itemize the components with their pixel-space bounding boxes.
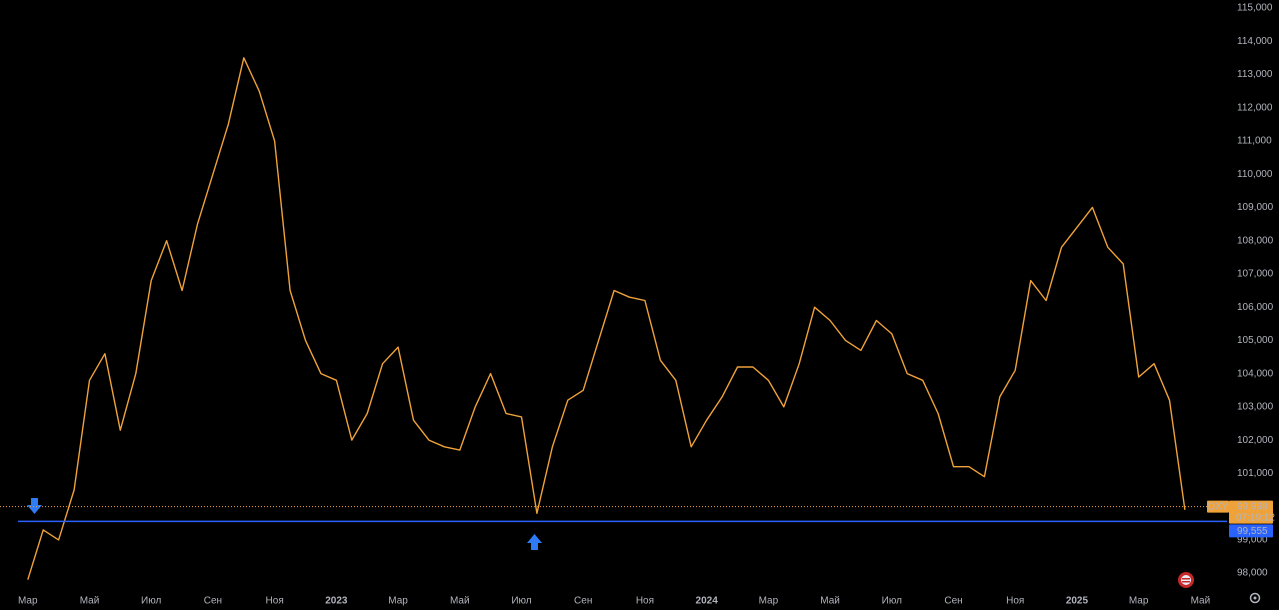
last-price-label: 99,998	[1237, 501, 1268, 512]
arrow-down	[27, 498, 42, 514]
y-tick-label: 114,000	[1237, 36, 1273, 47]
price-tag	[1229, 500, 1273, 524]
y-tick-label: 99,000	[1237, 534, 1268, 545]
x-tick-label: Июл	[141, 596, 161, 607]
x-tick-label: Мар	[18, 596, 38, 607]
y-tick-label: 102,000	[1237, 435, 1274, 446]
y-tick-label: 107,000	[1237, 269, 1274, 280]
x-tick-label: Ноя	[266, 596, 284, 607]
x-tick-label: Сен	[944, 596, 962, 607]
x-tick-label: Сен	[574, 596, 592, 607]
y-tick-label: 113,000	[1237, 69, 1273, 80]
x-tick-label: Июл	[882, 596, 902, 607]
y-tick-label: 104,000	[1237, 368, 1274, 379]
countdown: 07:19:12	[1236, 512, 1275, 523]
y-tick-label: 106,000	[1237, 302, 1274, 313]
symbol-tag	[1207, 500, 1229, 513]
flag-icon	[1178, 572, 1194, 588]
x-tick-label: Мар	[759, 596, 779, 607]
support-label: 99,555	[1237, 526, 1268, 537]
y-tick-label: 103,000	[1237, 402, 1274, 413]
x-tick-label: Сен	[204, 596, 222, 607]
y-tick-label: 115,000	[1237, 3, 1273, 14]
support-tag	[1229, 524, 1273, 538]
y-tick-label: 109,000	[1237, 202, 1274, 213]
y-tick-label: 98,000	[1237, 568, 1268, 579]
y-tick-label: 111,000	[1237, 136, 1272, 147]
x-tick-label: 2025	[1066, 596, 1089, 607]
x-tick-label: Ноя	[1006, 596, 1024, 607]
x-tick-label: 2023	[325, 596, 348, 607]
x-tick-label: Май	[80, 596, 100, 607]
x-tick-label: Ноя	[636, 596, 654, 607]
y-tick-label: 101,000	[1237, 468, 1274, 479]
x-tick-label: 2024	[696, 596, 719, 607]
y-tick-label: 112,000	[1237, 102, 1273, 113]
x-tick-label: Мар	[388, 596, 408, 607]
symbol-label: DXY	[1208, 501, 1229, 512]
x-tick-label: Мар	[1129, 596, 1149, 607]
y-tick-label: 105,000	[1237, 335, 1274, 346]
arrow-up	[527, 534, 542, 550]
x-tick-label: Май	[1191, 596, 1211, 607]
price-line	[27, 57, 1186, 580]
y-tick-label: 108,000	[1237, 235, 1274, 246]
x-tick-label: Май	[450, 596, 470, 607]
x-tick-label: Июл	[511, 596, 531, 607]
x-tick-label: Май	[820, 596, 840, 607]
settings-icon[interactable]	[1249, 592, 1261, 604]
y-tick-label: 110,000	[1237, 169, 1273, 180]
